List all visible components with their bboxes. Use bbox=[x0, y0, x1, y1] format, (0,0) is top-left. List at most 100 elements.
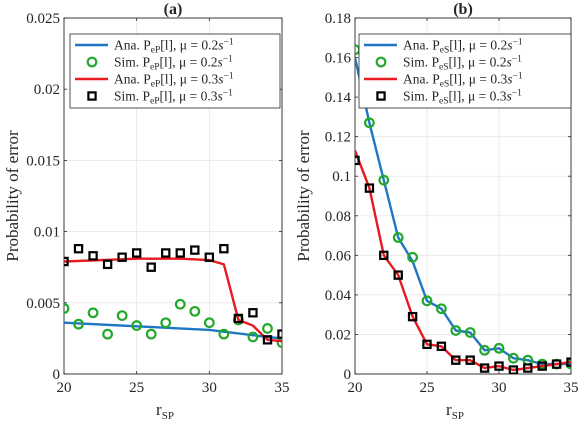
legend-unit: s bbox=[507, 55, 512, 70]
legend-sup: −1 bbox=[512, 55, 522, 65]
legend-sup: −1 bbox=[223, 89, 233, 99]
data-point-square bbox=[117, 252, 127, 262]
legend-sup: −1 bbox=[224, 72, 234, 82]
legend-entry-3: Sim. PeS[l], μ = 0.3s−1 bbox=[376, 89, 522, 107]
legend-sup: −1 bbox=[513, 38, 523, 48]
legend-index: [l], μ = 0.3 bbox=[449, 89, 507, 104]
legend-p: P bbox=[432, 72, 440, 87]
data-point-circle bbox=[145, 328, 157, 340]
y-tick-label: 0.015 bbox=[26, 153, 60, 169]
legend-label: Sim. PeP[l], μ = 0.3s−1 bbox=[114, 89, 233, 107]
x-axis-label: rSP bbox=[156, 400, 174, 422]
data-point-square bbox=[508, 365, 519, 374]
x-axis-label: rSP bbox=[446, 400, 464, 422]
axes-box bbox=[63, 17, 283, 375]
legend-index: [l], μ = 0.3 bbox=[160, 72, 218, 87]
data-point-square bbox=[422, 339, 432, 350]
legend-index: [l], μ = 0.2 bbox=[160, 55, 218, 70]
data-point-circle bbox=[479, 344, 491, 356]
legend-prefix: Sim. bbox=[114, 55, 143, 70]
data-point-square bbox=[175, 248, 185, 258]
data-point-circle bbox=[116, 310, 128, 322]
y-tick-label: 0.025 bbox=[26, 11, 60, 27]
legend-box bbox=[69, 33, 281, 109]
x-tick-label: 25 bbox=[129, 380, 144, 396]
legend-sub: eP bbox=[150, 97, 160, 107]
data-point-square bbox=[219, 243, 229, 254]
legend-sub: eS bbox=[440, 80, 450, 90]
legend-entry-0: Ana. PeP[l], μ = 0.2s−1 bbox=[75, 38, 234, 56]
legend-sup: −1 bbox=[512, 89, 522, 99]
data-point-square bbox=[262, 335, 273, 345]
data-point-circle bbox=[64, 303, 70, 314]
x-tick-label: 20 bbox=[57, 380, 72, 396]
data-point-square bbox=[407, 311, 418, 322]
legend-p: P bbox=[432, 55, 440, 70]
legend-entry-2: Ana. PeS[l], μ = 0.3s−1 bbox=[364, 72, 523, 90]
data-point-square bbox=[379, 250, 389, 261]
series-line-2 bbox=[64, 257, 282, 343]
legend-swatch-square bbox=[87, 91, 97, 101]
legend-sub: eP bbox=[150, 63, 160, 73]
legend-p: P bbox=[432, 38, 440, 53]
data-point-circle bbox=[87, 307, 99, 319]
data-layer bbox=[64, 243, 282, 349]
data-point-square bbox=[233, 313, 244, 324]
axes-box bbox=[354, 17, 572, 375]
legend-entry-2: Ana. PeP[l], μ = 0.3s−1 bbox=[75, 72, 234, 90]
y-tick-label: 0.02 bbox=[325, 327, 351, 343]
data-point-circle bbox=[218, 328, 230, 340]
x-tick-label: 30 bbox=[492, 380, 507, 396]
legend-unit: s bbox=[218, 55, 223, 70]
chart-title: (a) bbox=[164, 1, 183, 18]
legend-label: Sim. PeS[l], μ = 0.2s−1 bbox=[403, 55, 522, 73]
x-axis-label-sub: SP bbox=[452, 410, 464, 422]
y-tick-label: 0.18 bbox=[325, 11, 351, 27]
legend-unit: s bbox=[218, 89, 223, 104]
data-layer bbox=[355, 44, 571, 374]
x-tick-label: 20 bbox=[348, 380, 363, 396]
data-point-square bbox=[451, 355, 461, 365]
data-point-circle bbox=[436, 303, 447, 315]
legend-index: [l], μ = 0.3 bbox=[160, 89, 218, 104]
legend-swatch-square bbox=[376, 91, 386, 101]
y-tick-label: 0.14 bbox=[325, 90, 352, 106]
data-point-square bbox=[204, 252, 215, 262]
y-tick-label: 0.01 bbox=[34, 225, 60, 241]
x-tick-label: 35 bbox=[564, 380, 579, 396]
legend-index: [l], μ = 0.2 bbox=[449, 55, 507, 70]
data-point-square bbox=[248, 308, 258, 318]
series-line-2 bbox=[355, 150, 571, 372]
legend-prefix: Ana. bbox=[114, 38, 143, 53]
data-point-square bbox=[161, 248, 171, 258]
legend-sup: −1 bbox=[224, 38, 234, 48]
data-point-circle bbox=[102, 328, 113, 340]
data-point-circle bbox=[493, 342, 505, 354]
data-point-circle bbox=[450, 325, 462, 336]
series-line-0 bbox=[355, 57, 571, 366]
y-tick-label: 0.02 bbox=[34, 82, 60, 98]
data-point-circle bbox=[262, 323, 273, 334]
legend-index: [l], μ = 0.2 bbox=[449, 38, 507, 53]
data-point-square bbox=[494, 361, 504, 371]
legend-prefix: Sim. bbox=[403, 55, 432, 70]
y-axis-label: Probability of error bbox=[294, 130, 313, 262]
legend-prefix: Sim. bbox=[403, 89, 432, 104]
y-tick-label: 0.08 bbox=[325, 209, 351, 225]
legend-box bbox=[358, 33, 572, 109]
legend-p: P bbox=[143, 89, 151, 104]
legend-prefix: Ana. bbox=[403, 72, 432, 87]
chart-panel-a: 0 0.005 0.01 0.015 0.02 0.025 20 25 30 35 (a) rSP Pr… bbox=[3, 1, 290, 422]
legend-entry-1: Sim. PeP[l], μ = 0.2s−1 bbox=[86, 55, 233, 73]
data-point-circle bbox=[364, 117, 375, 129]
legend-label: Ana. PeS[l], μ = 0.3s−1 bbox=[403, 72, 523, 90]
data-point-square bbox=[277, 329, 282, 339]
data-point-square bbox=[102, 259, 113, 270]
legend-index: [l], μ = 0.3 bbox=[449, 72, 507, 87]
legend-label: Ana. PeP[l], μ = 0.3s−1 bbox=[114, 72, 234, 90]
legend-entry-1: Sim. PeS[l], μ = 0.2s−1 bbox=[375, 55, 522, 73]
y-tick-label: 0.12 bbox=[325, 130, 351, 146]
